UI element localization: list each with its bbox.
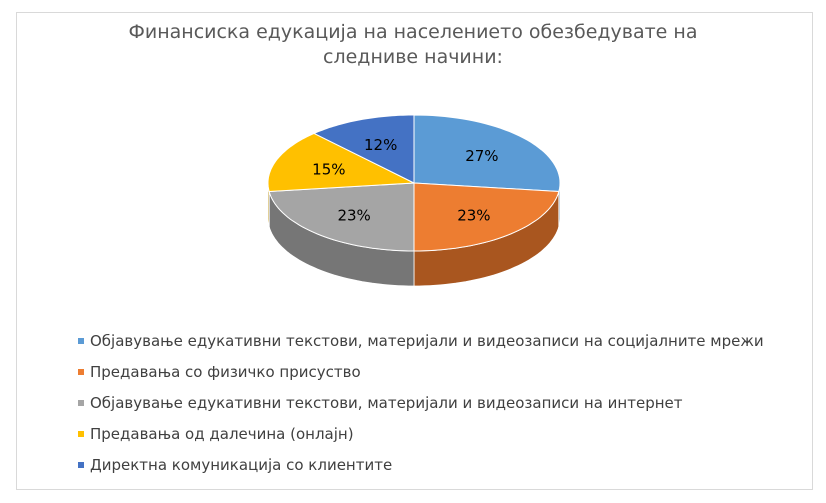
legend-swatch: [78, 461, 84, 468]
data-label-1: 23%: [457, 207, 490, 225]
data-label-4: 12%: [364, 136, 397, 154]
data-label-2: 23%: [337, 207, 370, 225]
legend-item-4: Директна комуникација со клиентите: [78, 449, 764, 480]
legend-label: Директна комуникација со клиентите: [90, 455, 393, 474]
legend-item-2: Објавување едукативни текстови, материја…: [78, 387, 764, 418]
pie-slice-3[interactable]: [267, 132, 416, 193]
legend-item-1: Предавања со физичко присуство: [78, 356, 764, 387]
legend-item-0: Објавување едукативни текстови, материја…: [78, 325, 764, 356]
data-label-3: 15%: [312, 161, 345, 179]
chart-title: Финансиска едукација на населението обез…: [0, 20, 826, 70]
legend-label: Предавања од далечина (онлајн): [90, 424, 354, 443]
pie-slice-0[interactable]: [413, 114, 561, 193]
legend-item-3: Предавања од далечина (онлајн): [78, 418, 764, 449]
legend-swatch: [78, 430, 84, 437]
chart-title-line-1: Финансиска едукација на населението обез…: [128, 21, 698, 43]
chart-area: [16, 12, 813, 490]
legend-swatch: [78, 399, 84, 406]
legend: Објавување едукативни текстови, материја…: [78, 325, 764, 480]
pie-slice-4[interactable]: [312, 114, 415, 184]
legend-label: Објавување едукативни текстови, материја…: [90, 331, 764, 350]
legend-swatch: [78, 337, 84, 344]
legend-label: Предавања со физичко присуство: [90, 362, 361, 381]
legend-label: Објавување едукативни текстови, материја…: [90, 393, 683, 412]
pie-slice-1[interactable]: [413, 182, 560, 252]
pie-slice-2[interactable]: [268, 182, 415, 252]
chart-title-line-2: следниве начини:: [323, 46, 503, 68]
data-label-0: 27%: [465, 147, 498, 165]
legend-swatch: [78, 368, 84, 375]
